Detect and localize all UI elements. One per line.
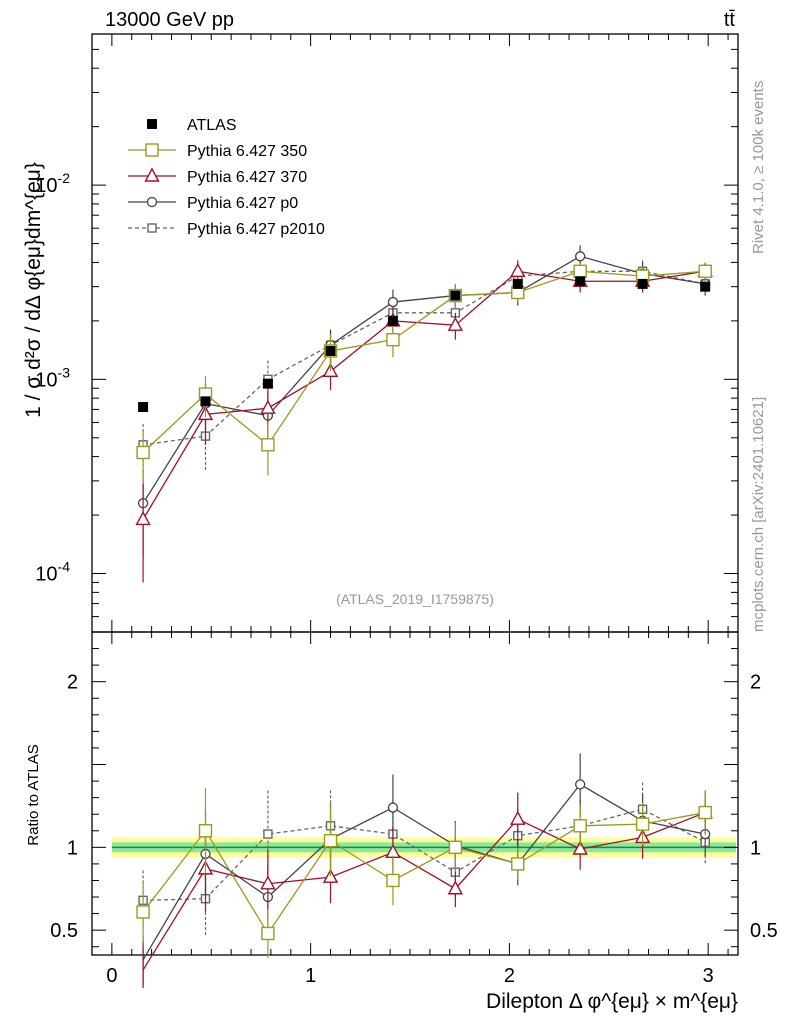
- ratio-panel-frame: [91, 631, 739, 956]
- energy-label: 13000 GeV pp: [105, 9, 234, 31]
- ratio-point: [323, 834, 338, 848]
- legend-entry-p2010: Pythia 6.427 p2010: [128, 221, 325, 238]
- x-tick-label: 0: [106, 965, 117, 987]
- legend-marker: [147, 223, 157, 233]
- ratio-point: [448, 840, 463, 855]
- data-point: [510, 262, 526, 277]
- series-line-p370: [142, 270, 706, 520]
- x-tick-label: 1: [305, 965, 316, 987]
- data-point: [138, 402, 149, 413]
- ratio-point: [511, 857, 525, 871]
- ratio-point: [635, 817, 650, 831]
- rivet-label: Rivet 4.1.0, ≥ 100k events: [750, 81, 767, 254]
- data-point: [575, 276, 586, 287]
- legend-label: ATLAS: [187, 117, 237, 134]
- process-label: tt̄: [724, 9, 736, 31]
- ratio-series-p0: [142, 753, 711, 986]
- data-point: [262, 378, 273, 389]
- data-point: [260, 399, 276, 414]
- data-point: [200, 396, 211, 407]
- data-point: [386, 332, 400, 347]
- ratio-point: [387, 802, 399, 813]
- ratio-line-p370: [142, 811, 706, 971]
- legend-marker: [146, 196, 158, 208]
- ratio-y-tick-label: 0.5: [50, 920, 78, 942]
- data-point: [450, 290, 461, 301]
- ratio-y-tick-label: 1: [67, 837, 78, 859]
- legend-entry-p370: Pythia 6.427 370: [128, 167, 307, 186]
- data-point: [698, 264, 712, 278]
- axis-ticks: 0 1 2 310-410-310-20.5 0.51 12 2: [35, 33, 778, 987]
- x-tick-label: 3: [703, 965, 714, 987]
- legend-label: Pythia 6.427 p2010: [187, 221, 325, 238]
- y-tick-label: 10-4: [35, 559, 70, 586]
- ratio-y-tick-label-right: 2: [750, 672, 761, 694]
- legend-entry-p0: Pythia 6.427 p0: [128, 195, 298, 212]
- ratio-series-p370: [142, 790, 713, 989]
- ratio-y-tick-label-right: 0.5: [750, 920, 778, 942]
- data-point: [575, 251, 586, 262]
- legend-entry-atlas: ATLAS: [147, 117, 237, 134]
- y-tick-label: 10-2: [35, 170, 70, 197]
- ratio-axis-title: Ratio to ATLAS: [25, 744, 42, 845]
- legend-label: Pythia 6.427 p0: [187, 195, 298, 212]
- ratio-point: [260, 875, 276, 890]
- ratio-point: [575, 779, 586, 790]
- ratio-y-tick-label: 2: [67, 672, 78, 694]
- ratio-series-p350: [136, 787, 712, 958]
- ratio-point: [447, 880, 464, 895]
- ratio-series-layer: [136, 753, 713, 989]
- series-line-p0: [142, 255, 706, 504]
- x-axis-title: Dilepton Δ φ^{eμ} × m^{eμ}: [486, 990, 738, 1013]
- data-point: [261, 438, 275, 452]
- series-atlas: [138, 276, 711, 413]
- series-p0: [137, 245, 711, 559]
- data-point: [512, 278, 523, 289]
- data-point: [135, 510, 151, 526]
- ratio-line-p350: [142, 811, 706, 935]
- legend-label: Pythia 6.427 370: [187, 169, 307, 186]
- data-point: [325, 345, 336, 356]
- analysis-id: (ATLAS_2019_I1759875): [336, 591, 494, 607]
- series-p350: [136, 262, 712, 484]
- ratio-point: [198, 824, 213, 838]
- ratio-point: [386, 873, 400, 888]
- ratio-point: [263, 829, 273, 839]
- data-point: [700, 281, 711, 292]
- ratio-line-p0: [142, 783, 706, 961]
- legend-marker: [145, 143, 159, 157]
- data-point: [637, 278, 648, 289]
- ratio-point: [573, 819, 587, 833]
- series-line-p2010: [142, 270, 706, 446]
- ratio-point: [572, 840, 588, 855]
- ratio-point: [136, 905, 150, 919]
- ratio-series-p2010: [138, 782, 710, 936]
- ratio-point: [261, 926, 275, 941]
- ratio-point: [510, 810, 526, 825]
- mcplots-label: mcplots.cern.ch [arXiv:2401.10621]: [750, 397, 767, 632]
- series-layer: [135, 245, 713, 583]
- data-point: [573, 264, 587, 278]
- data-point: [447, 316, 464, 331]
- legend-label: Pythia 6.427 350: [187, 143, 307, 160]
- legend-marker: [147, 119, 157, 129]
- y-axis-title: 1 / σ d²σ / dΔ φ{eμ}dm^{eμ}: [22, 162, 45, 418]
- ratio-line-p2010: [143, 808, 706, 901]
- legend-entry-p350: Pythia 6.427 350: [128, 143, 307, 160]
- data-point: [387, 315, 398, 326]
- x-tick-label: 2: [504, 965, 515, 987]
- series-p2010: [138, 260, 710, 473]
- legend-marker: [144, 167, 160, 182]
- data-point: [136, 445, 150, 460]
- data-point: [387, 296, 399, 308]
- series-line-p350: [142, 270, 706, 453]
- legend: ATLAS Pythia 6.427 350 Pythia 6.427 370 Pyt…: [128, 117, 325, 238]
- ratio-point: [698, 805, 712, 820]
- ratio-y-tick-label-right: 1: [750, 837, 761, 859]
- series-p370: [135, 260, 713, 583]
